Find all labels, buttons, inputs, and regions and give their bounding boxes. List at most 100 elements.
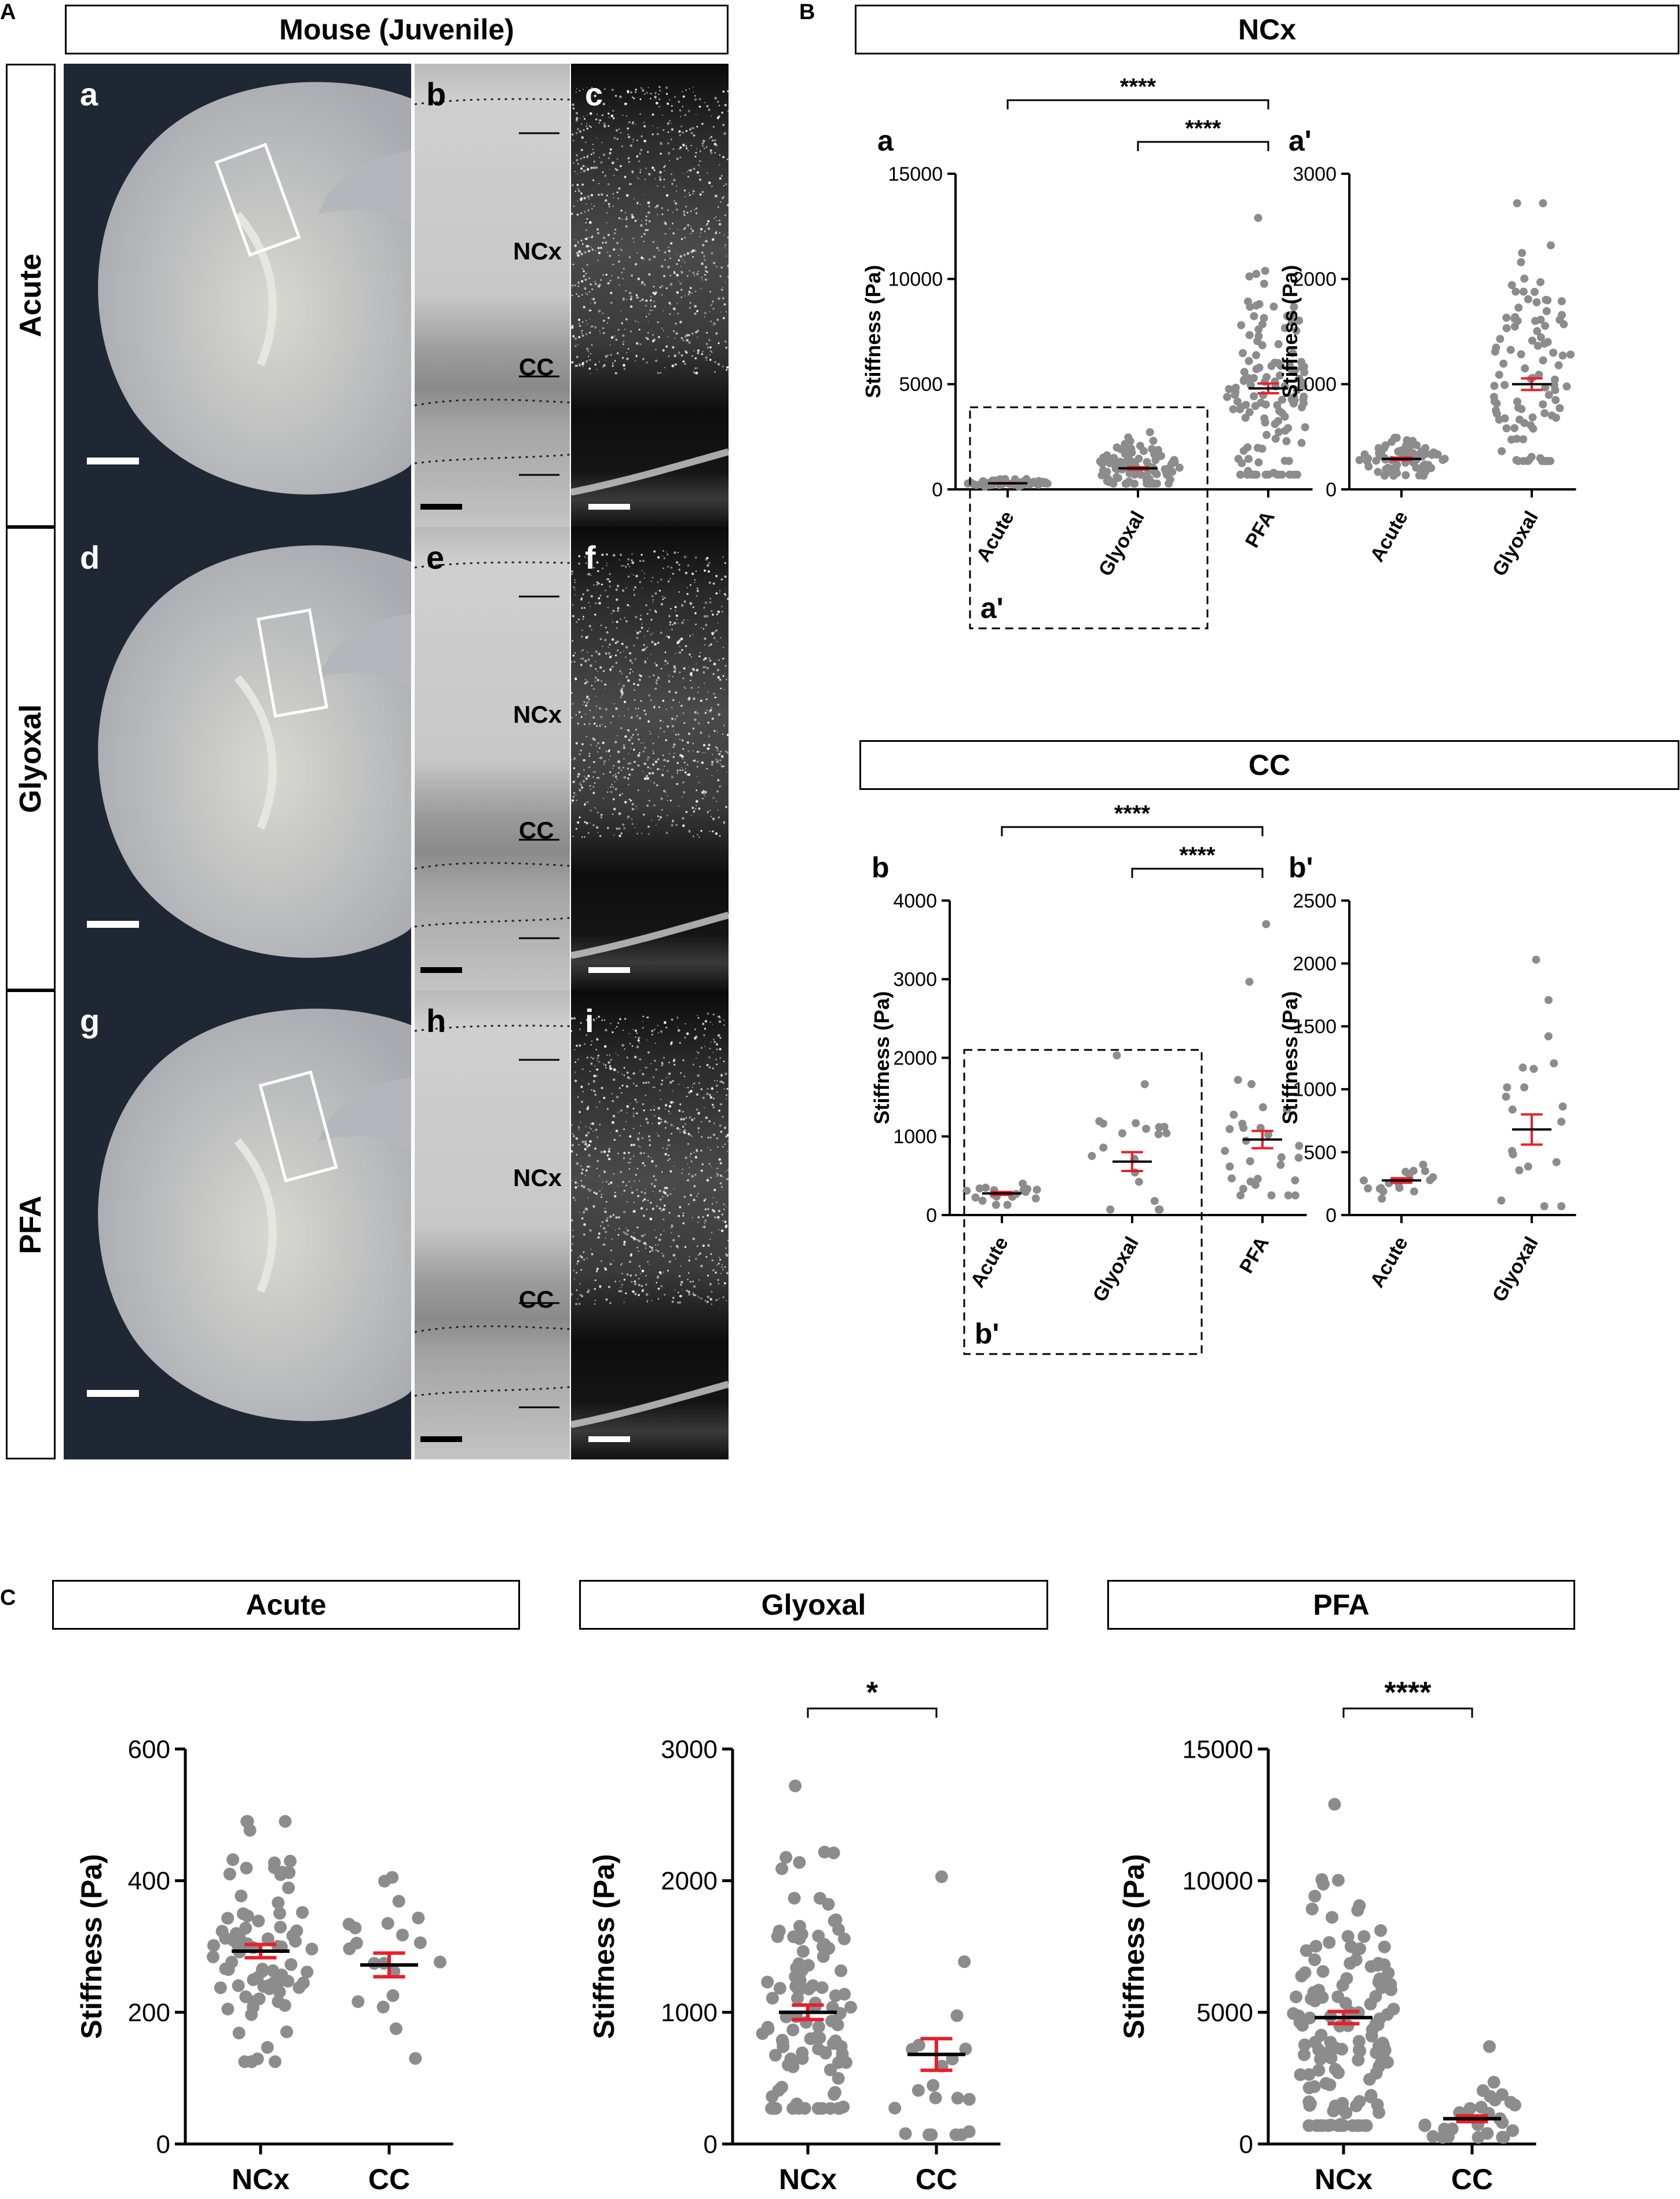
data-point — [1533, 327, 1542, 335]
data-point — [782, 2058, 795, 2072]
data-point — [1114, 459, 1122, 467]
data-point — [1033, 1186, 1041, 1194]
data-point — [1312, 2063, 1326, 2077]
data-point — [1377, 448, 1386, 456]
data-point — [273, 1985, 286, 1999]
data-point — [812, 2020, 825, 2033]
data-point — [1142, 1125, 1151, 1133]
data-point — [1287, 395, 1296, 404]
data-point — [1316, 1991, 1329, 2004]
data-point — [1503, 1083, 1511, 1092]
data-point — [1121, 480, 1130, 488]
data-point — [226, 1853, 240, 1866]
data-point — [1276, 1161, 1285, 1169]
panel-c-label: C — [0, 1586, 16, 1610]
data-point — [274, 1920, 287, 1934]
data-point — [823, 2102, 837, 2115]
data-point — [824, 2063, 837, 2076]
chart-Cb: 0 1000 2000 3000 Stiffness (Pa) NCx CC * — [588, 1676, 1001, 2196]
data-point — [396, 1929, 409, 1942]
panel-a-title: Mouse (Juvenile) — [65, 5, 729, 54]
data-point — [342, 1918, 356, 1931]
data-point — [844, 2000, 857, 2014]
data-point — [1476, 2084, 1489, 2097]
data-point — [1549, 349, 1558, 357]
data-point — [1344, 1957, 1357, 1970]
data-point — [1167, 459, 1176, 468]
data-point — [1302, 2119, 1316, 2132]
data-point — [837, 2101, 850, 2113]
data-point — [247, 2000, 260, 2014]
data-point — [1134, 455, 1143, 463]
row-label-glyoxal: Glyoxal — [6, 527, 56, 990]
data-point — [1360, 1176, 1368, 1185]
x-tick-label: Acute — [967, 1233, 1013, 1291]
data-point — [1238, 459, 1246, 467]
data-point — [793, 1932, 806, 1945]
data-point — [1558, 1102, 1567, 1111]
data-point — [1305, 1902, 1319, 1916]
data-point — [1239, 349, 1247, 357]
data-point — [1132, 1119, 1140, 1128]
data-point — [221, 1912, 235, 1925]
data-point — [1372, 2106, 1386, 2119]
data-point — [962, 2092, 976, 2106]
y-axis-label: Stiffness (Pa) — [75, 1854, 108, 2039]
data-point — [1372, 456, 1381, 465]
data-point — [1500, 414, 1509, 423]
chart-Bb2: 0 500 1000 1500 2000 2500 Stiffness (Pa) Acute G… — [1278, 851, 1576, 1305]
data-point — [1517, 258, 1525, 266]
data-point — [223, 1867, 236, 1880]
y-tick-label: 4000 — [893, 890, 937, 912]
data-point — [226, 1934, 240, 1946]
data-point — [829, 2085, 841, 2099]
data-point — [982, 1183, 990, 1192]
data-point — [392, 1894, 405, 1908]
brain-photo-g: g — [64, 990, 411, 1459]
data-point — [1502, 1092, 1510, 1101]
data-point — [773, 1982, 786, 1995]
data-point — [1364, 1184, 1372, 1192]
data-point — [912, 2084, 925, 2097]
data-point — [1328, 1798, 1341, 1811]
data-point — [1166, 475, 1174, 484]
y-tick-label: 0 — [1326, 479, 1337, 501]
data-point — [1540, 1202, 1549, 1210]
y-tick-label: 5000 — [1196, 1999, 1253, 2027]
data-point — [829, 2034, 842, 2047]
data-point — [788, 1891, 801, 1905]
data-point — [1421, 444, 1430, 452]
data-point — [1387, 2003, 1400, 2016]
data-point — [1106, 1205, 1115, 1214]
data-point — [1550, 1059, 1558, 1067]
data-point — [1099, 1143, 1108, 1152]
data-point — [1492, 399, 1501, 408]
data-point — [1415, 471, 1423, 480]
data-point — [927, 2079, 940, 2092]
data-point — [888, 2102, 902, 2115]
data-point — [1374, 1924, 1388, 1937]
data-point — [1145, 428, 1154, 437]
data-point — [1502, 324, 1511, 332]
data-point — [1236, 1191, 1245, 1200]
data-point — [1381, 441, 1390, 450]
panel-c-glyoxal-title: Glyoxal — [579, 1580, 1048, 1630]
data-point — [1260, 314, 1268, 323]
y-tick-label: 15000 — [888, 163, 943, 185]
data-point — [1319, 2077, 1333, 2090]
significance-bracket — [1001, 826, 1264, 836]
data-point — [1269, 469, 1278, 477]
data-point — [1554, 361, 1563, 369]
data-point — [1258, 1103, 1267, 1111]
data-point — [1528, 413, 1537, 422]
data-point — [1134, 1177, 1143, 1186]
data-point — [413, 1936, 427, 1949]
data-point — [1530, 288, 1539, 296]
data-point — [1521, 364, 1529, 373]
data-point — [289, 1935, 302, 1948]
data-point — [1520, 275, 1529, 283]
data-point — [1555, 316, 1564, 324]
data-point — [263, 1982, 276, 1995]
data-point — [1308, 1890, 1322, 1902]
data-point — [284, 1958, 298, 1971]
